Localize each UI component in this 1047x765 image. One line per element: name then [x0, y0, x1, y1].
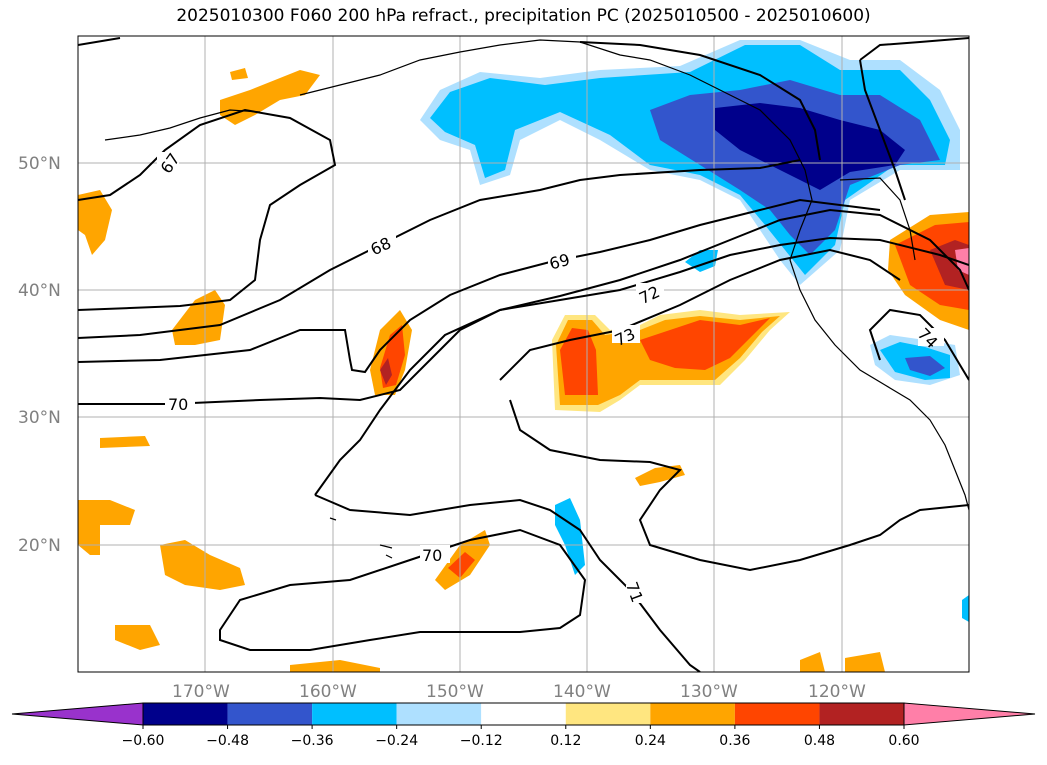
colorbar-segment [819, 703, 904, 725]
lat-label-50n: 50°N [18, 154, 61, 174]
contour-72 [314, 208, 969, 496]
lon-label-170w: 170°W [172, 682, 230, 702]
positive-region-south-1 [160, 540, 245, 590]
map-frame [77, 35, 970, 673]
positive-region-west-2c [380, 358, 392, 385]
colorbar: −0.60 −0.48 −0.36 −0.24 −0.12 0.12 0.24 0.36 0.4… [11, 702, 1036, 749]
colorbar-segment [227, 703, 313, 725]
positive-region-south-7 [800, 652, 885, 672]
contour-label-70: 70 [168, 395, 188, 414]
contour-68 [78, 159, 801, 339]
colorbar-tick-label: −0.24 [375, 733, 418, 749]
negative-blob-6 [962, 595, 969, 622]
colorbar-segment [481, 703, 566, 725]
positive-region-far-west [78, 190, 112, 255]
colorbar-extend-high [903, 702, 1036, 726]
negative-anomaly-region-ne-4 [715, 103, 905, 190]
positive-region-central-3 [560, 318, 770, 395]
contour-label-69: 69 [547, 250, 572, 274]
positive-region-south-6 [290, 660, 380, 672]
precipitation-fields [78, 40, 969, 672]
colorbar-segment [396, 703, 482, 725]
colorbar-tick-label: −0.12 [460, 733, 503, 749]
contour-67 [78, 108, 337, 311]
colorbar-tick-label: −0.48 [206, 733, 249, 749]
positive-region-mid-1 [635, 465, 685, 486]
positive-region-south-2 [78, 500, 135, 555]
colorbar-border [142, 702, 905, 726]
positive-region-south-3b [448, 552, 475, 578]
lon-label-150w: 150°W [426, 682, 484, 702]
colorbar-segment [650, 703, 735, 725]
colorbar-tick-label: 0.48 [804, 733, 835, 749]
contour-north-c [859, 59, 906, 201]
coastlines [104, 39, 969, 559]
positive-region-south-4 [100, 436, 150, 448]
contour-north-a [579, 41, 821, 161]
colorbar-tick-label: 0.60 [888, 733, 919, 749]
lon-label-140w: 140°W [553, 682, 611, 702]
colorbar-segment [143, 703, 228, 725]
latitude-labels: 50°N 40°N 30°N 20°N [18, 154, 61, 556]
contour-70b [219, 528, 587, 651]
contour-north-b [859, 37, 969, 61]
colorbar-segment [565, 703, 651, 725]
lat-label-30n: 30°N [18, 408, 61, 428]
positive-region-south-5 [115, 625, 160, 650]
gridlines [78, 36, 969, 672]
colorbar-tick-label: −0.60 [122, 733, 165, 749]
map-title: 2025010300 F060 200 hPa refract., precip… [176, 6, 871, 26]
lat-label-20n: 20°N [18, 536, 61, 556]
colorbar-tick-label: 0.24 [635, 733, 666, 749]
lon-label-130w: 130°W [680, 682, 738, 702]
contour-label-70b: 70 [422, 546, 442, 565]
contour-73 [499, 248, 901, 381]
contour-71 [314, 494, 701, 672]
lon-label-160w: 160°W [299, 682, 357, 702]
colorbar-segment [734, 703, 820, 725]
positive-region-nw-2 [230, 68, 248, 80]
lat-label-40n: 40°N [18, 281, 61, 301]
colorbar-extend-low [11, 702, 144, 726]
contour-74 [868, 308, 969, 381]
longitude-labels: 170°W 160°W 150°W 140°W 130°W 120°W [172, 682, 866, 702]
contour-70 [78, 236, 969, 405]
colorbar-tick-label: 0.36 [719, 733, 750, 749]
colorbar-tick-label: −0.36 [291, 733, 334, 749]
negative-blob-4 [905, 356, 945, 376]
positive-region-west-1 [172, 290, 225, 345]
lon-label-120w: 120°W [808, 682, 866, 702]
colorbar-tick-label: 0.12 [550, 733, 581, 749]
contour-north-d [78, 37, 121, 46]
contour-69 [78, 198, 881, 374]
refractivity-contours [78, 37, 969, 672]
colorbar-segment [312, 703, 397, 725]
contour-inner [509, 399, 969, 572]
